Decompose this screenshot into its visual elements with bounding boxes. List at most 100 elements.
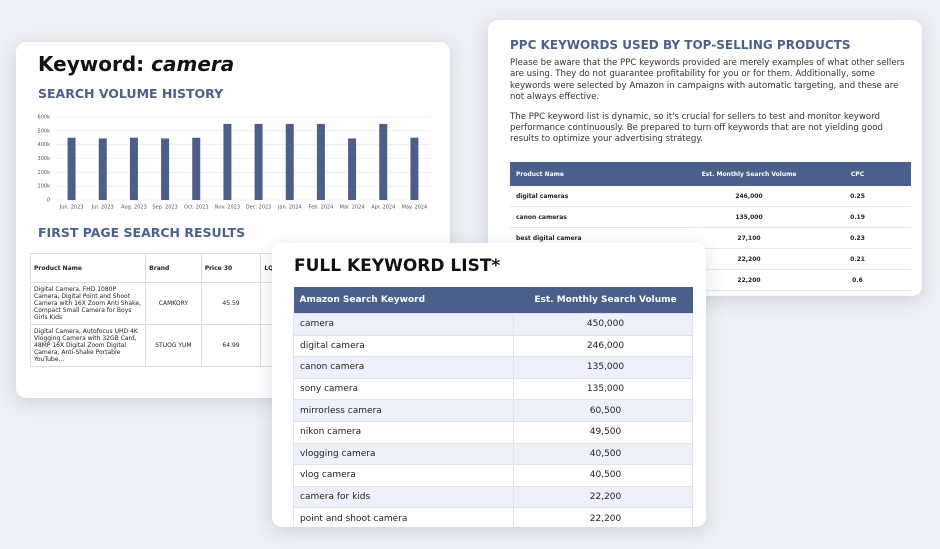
table-row: mirrorless camera 60,500 <box>293 399 693 422</box>
table-cell: 0.19 <box>804 206 911 228</box>
bar <box>348 138 357 200</box>
y-tick-label: 200k <box>38 170 51 176</box>
table-row: point and shoot camera 22,200 <box>293 507 693 527</box>
bar <box>285 123 294 200</box>
heading-label: Keyword: <box>38 52 145 76</box>
paragraph: Please be aware that the PPC keywords pr… <box>510 58 905 103</box>
keyword-list-card: FULL KEYWORD LIST* Amazon Search Keyword… <box>272 243 706 527</box>
x-tick-label: Mar. 2024 <box>340 205 365 211</box>
bar <box>316 123 325 200</box>
y-tick-label: 0 <box>47 198 50 204</box>
y-tick-label: 300k <box>38 156 51 162</box>
x-tick-label: Jun. 2023 <box>59 205 84 211</box>
x-tick-label: Feb. 2024 <box>309 205 334 211</box>
table-cell: 135,000 <box>694 206 804 228</box>
column-header: Brand <box>145 253 202 283</box>
table-cell: 0.21 <box>804 248 911 270</box>
table-cell: 27,100 <box>694 227 804 249</box>
y-tick-label: 400k <box>38 142 51 148</box>
bar <box>161 138 170 200</box>
table-cell: 450,000 <box>513 313 693 336</box>
bar <box>192 137 201 200</box>
bar <box>254 123 263 200</box>
x-tick-label: Oct. 2023 <box>184 205 209 211</box>
table-cell: vlogging camera <box>293 442 514 466</box>
table-row: vlog camera 40,500 <box>293 464 693 487</box>
table-row: sony camera 135,000 <box>293 377 693 401</box>
table-cell: point and shoot camera <box>293 507 514 527</box>
table-cell: nikon camera <box>293 420 514 444</box>
table-cell: camera for kids <box>293 485 514 509</box>
table-cell: 0.19 <box>804 290 911 296</box>
table-row: nikon camera 49,500 <box>293 420 693 444</box>
table-cell: digital camera <box>293 334 514 358</box>
keyword-table: Amazon Search Keyword Est. Monthly Search… <box>293 287 693 527</box>
table-row: digital cameras 246,000 0.25 <box>510 186 911 207</box>
table-cell: 45.59 <box>200 282 262 325</box>
table-cell: 22,200 <box>513 485 693 509</box>
x-tick-label: Jul. 2023 <box>91 205 114 211</box>
table-cell: 60,500 <box>513 399 693 422</box>
table-row: camera 450,000 <box>293 313 693 336</box>
table-cell: 22,200 <box>694 269 804 291</box>
table-cell: 246,000 <box>694 186 804 207</box>
column-header: Amazon Search Keyword <box>293 287 514 314</box>
table-cell: 0.25 <box>804 186 911 207</box>
x-tick-label: Aug. 2023 <box>121 205 147 211</box>
paragraph: The PPC keyword list is dynamic, so it's… <box>510 111 883 145</box>
table-cell: 0.6 <box>804 269 911 291</box>
bar <box>223 123 232 200</box>
bar <box>129 137 138 200</box>
y-tick-label: 500k <box>38 128 51 134</box>
table-cell: 49,500 <box>513 420 693 444</box>
table-cell: canon camera <box>293 356 514 379</box>
bar <box>410 137 419 200</box>
y-tick-label: 100k <box>38 184 51 190</box>
table-cell: 0.23 <box>804 227 911 249</box>
x-tick-label: Nov. 2023 <box>215 205 240 211</box>
table-cell: 22,200 <box>513 507 693 527</box>
table-cell: digital cameras <box>510 186 694 207</box>
column-header: Product Name <box>29 253 147 283</box>
x-tick-label: Apr. 2024 <box>371 205 395 211</box>
table-cell: 22,200 <box>694 248 804 270</box>
table-cell: 135,000 <box>513 377 693 401</box>
table-cell: 64.99 <box>200 324 262 367</box>
keyword-list-title: FULL KEYWORD LIST* <box>294 256 501 276</box>
table-cell: vlog camera <box>293 464 514 487</box>
bar <box>98 138 107 200</box>
table-cell: canon cameras <box>510 206 694 228</box>
table-cell: mirrorless camera <box>293 399 514 422</box>
table-row: vlogging camera 40,500 <box>293 442 693 466</box>
chart-title: SEARCH VOLUME HISTORY <box>38 86 224 101</box>
table-row: digital camera 246,000 <box>293 334 693 358</box>
keyword-heading: Keyword: camera <box>38 52 234 76</box>
x-tick-label: Sep. 2023 <box>152 205 177 211</box>
table-cell: Digital Camera, Autofocus UHD 4K Vloggin… <box>29 324 147 367</box>
table-cell: 246,000 <box>513 334 693 358</box>
table-cell: STUOG YUM <box>145 324 202 367</box>
table-row: camera for kids 22,200 <box>293 485 693 509</box>
x-tick-label: Jan. 2024 <box>277 205 302 211</box>
column-header: Product Name <box>510 162 694 186</box>
table-cell: 18,100 <box>694 290 804 296</box>
x-tick-label: Dec. 2023 <box>246 205 272 211</box>
bar <box>67 137 76 200</box>
table-cell: 135,000 <box>513 356 693 379</box>
bar <box>379 123 388 200</box>
column-header: Price 30 <box>200 253 262 283</box>
chart: 0 100k 200k 300k 400k 500k 600k Jun. 2023 Jul. 2… <box>38 115 430 211</box>
table-row: canon camera 135,000 <box>293 356 693 379</box>
column-header: Est. Monthly Search Volume <box>694 162 804 186</box>
table-cell: CAMKORY <box>145 282 202 325</box>
header-row: Amazon Search Keyword Est. Monthly Search… <box>293 287 693 314</box>
column-header: CPC <box>804 162 911 186</box>
table-cell: sony camera <box>293 377 514 401</box>
x-tick-label: May. 2024 <box>402 205 428 211</box>
column-header: Est. Monthly Search Volume <box>513 287 693 314</box>
table-cell: Digital Camera, FHD 1080P Camera, Digita… <box>29 282 147 325</box>
keyword: camera <box>151 52 235 76</box>
header-row: Product Name Est. Monthly Search Volume CP… <box>510 162 911 186</box>
y-tick-label: 600k <box>38 115 51 121</box>
